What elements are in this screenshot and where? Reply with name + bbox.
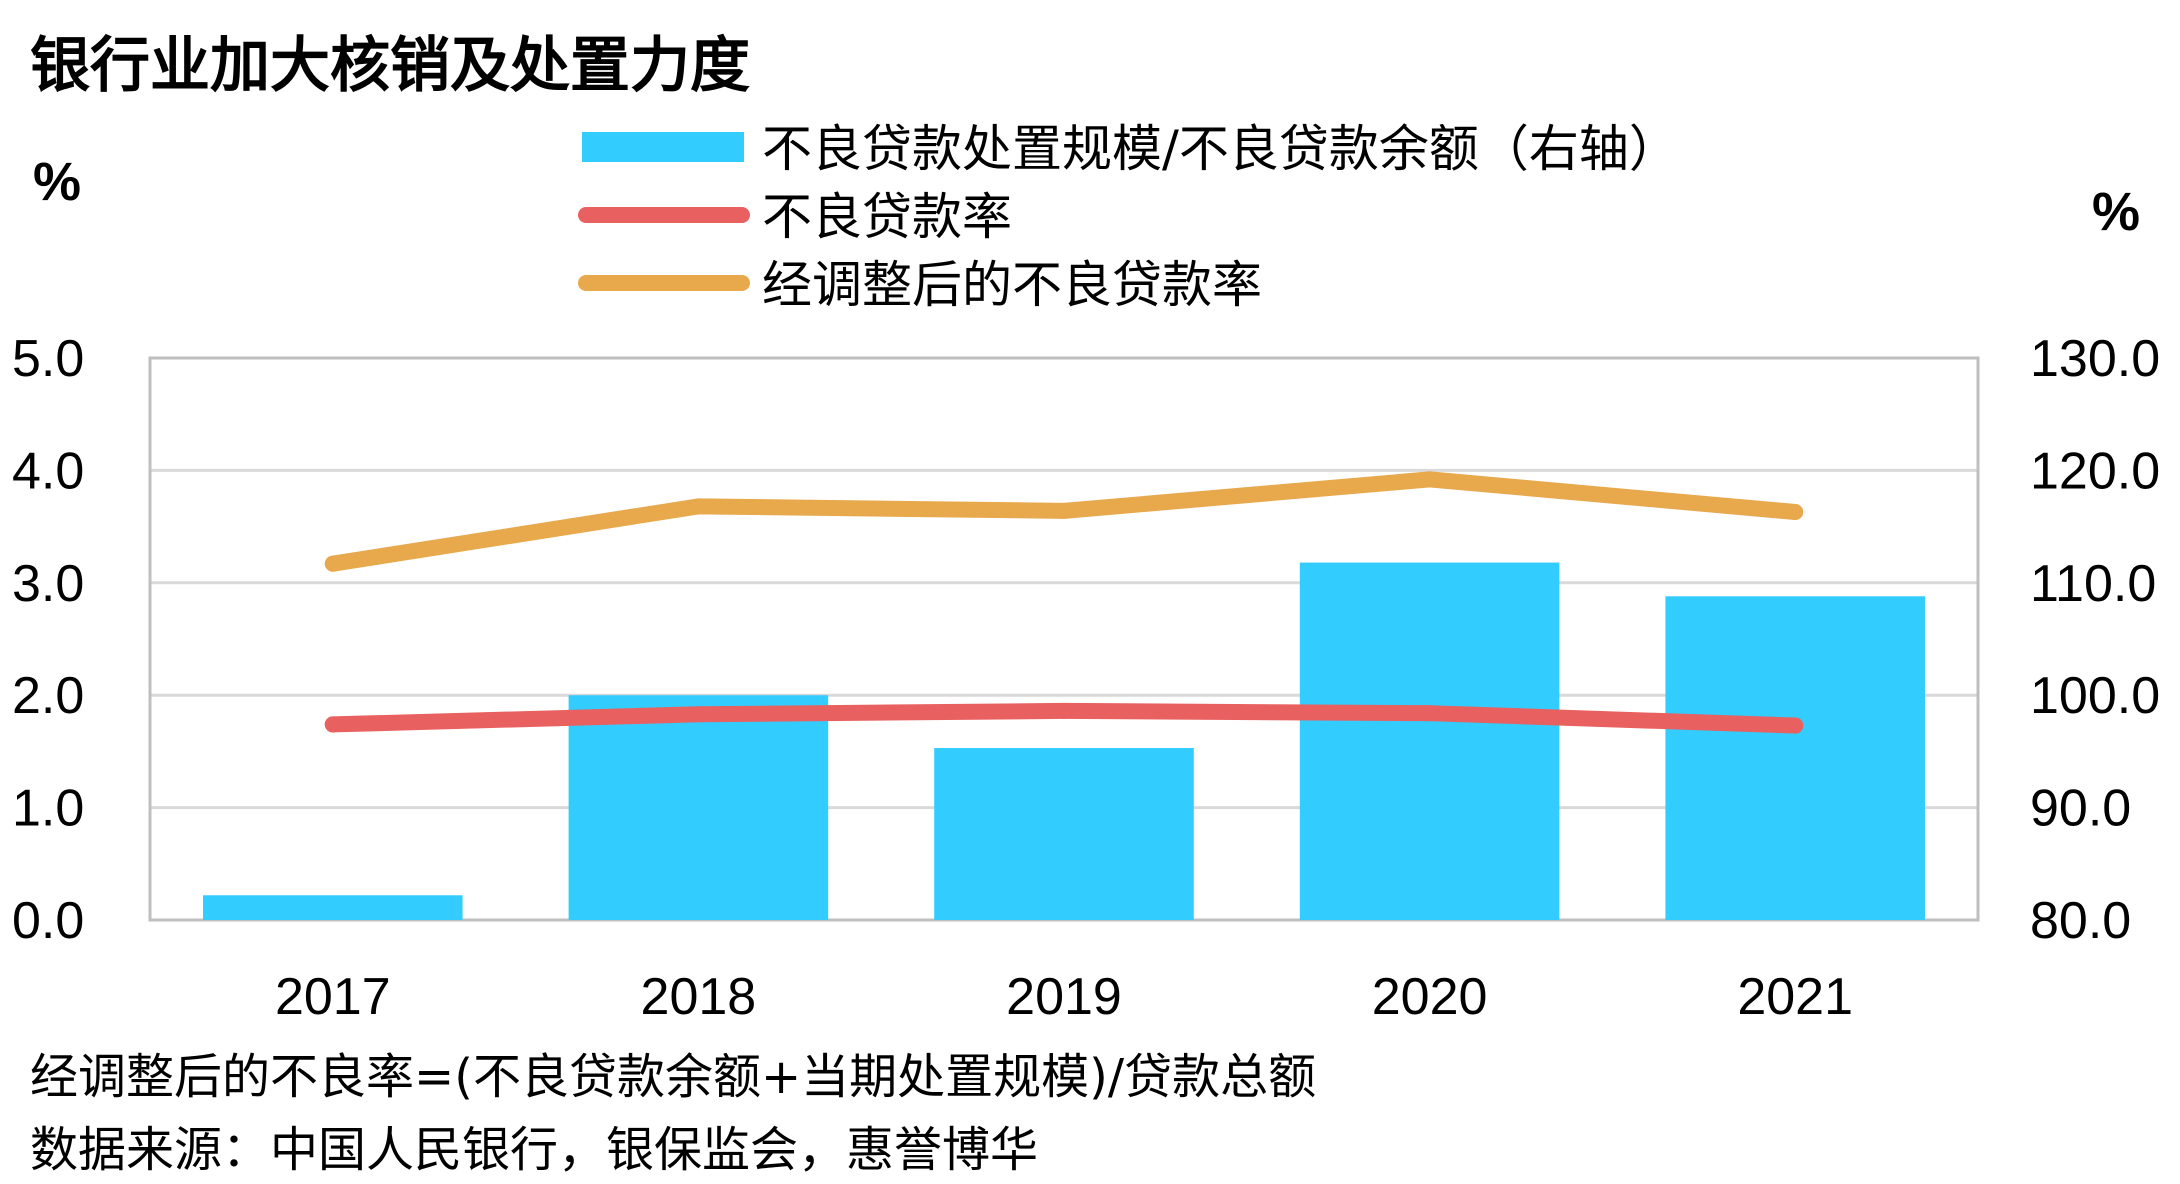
series-line (324, 471, 1804, 572)
x-axis-ticks: 2017 2018 2019 2020 2021 (275, 968, 1853, 1026)
left-axis-unit: % (33, 152, 81, 212)
line-point (324, 555, 341, 572)
line-point (1056, 502, 1072, 519)
legend-swatch-bar (582, 132, 744, 162)
right-tick-label: 120.0 (2030, 442, 2160, 500)
line-point (1787, 503, 1804, 520)
x-tick-label: 2021 (1737, 968, 1853, 1026)
legend-label: 不良贷款处置规模/不良贷款余额（右轴） (762, 120, 1679, 178)
right-tick-label: 100.0 (2030, 667, 2160, 725)
left-tick-label: 2.0 (12, 667, 84, 725)
line-point (324, 716, 341, 733)
line-point (1056, 702, 1072, 719)
left-tick-label: 0.0 (12, 892, 84, 950)
bar (1299, 562, 1560, 920)
chart-title: 银行业加大核销及处置力度 (30, 31, 750, 101)
line-point (690, 706, 707, 723)
formula-note: 经调整后的不良率=(不良贷款余额+当期处置规模)/贷款总额 (30, 1049, 1316, 1105)
x-tick-label: 2019 (1006, 968, 1122, 1026)
x-tick-label: 2020 (1372, 968, 1488, 1026)
line-point (1421, 705, 1438, 722)
right-tick-label: 110.0 (2030, 555, 2156, 613)
bar (1665, 596, 1925, 920)
left-tick-label: 1.0 (12, 780, 84, 838)
left-tick-label: 3.0 (12, 555, 84, 613)
right-axis-unit: % (2092, 182, 2140, 242)
line-point (690, 498, 707, 515)
bar (568, 695, 829, 920)
x-tick-label: 2018 (641, 968, 757, 1026)
left-tick-label: 5.0 (12, 330, 84, 388)
right-tick-label: 90.0 (2030, 780, 2131, 838)
right-axis-ticks: 80.0 90.0 100.0 110.0 120.0 130.0 (2030, 330, 2160, 950)
legend-label: 经调整后的不良贷款率 (762, 256, 1262, 314)
left-tick-label: 4.0 (12, 442, 84, 500)
left-axis-ticks: 0.0 1.0 2.0 3.0 4.0 5.0 (12, 330, 84, 950)
line-point (1787, 717, 1804, 734)
bar-series (203, 562, 1925, 920)
bar (203, 895, 463, 920)
right-tick-label: 130.0 (2030, 330, 2160, 388)
line-point (1421, 471, 1438, 488)
bar (934, 748, 1194, 920)
legend-label: 不良贷款率 (762, 188, 1012, 246)
x-tick-label: 2017 (275, 968, 391, 1026)
right-tick-label: 80.0 (2030, 892, 2131, 950)
line-series (324, 471, 1804, 734)
source-note: 数据来源：中国人民银行，银保监会，惠誉博华 (30, 1122, 1038, 1178)
